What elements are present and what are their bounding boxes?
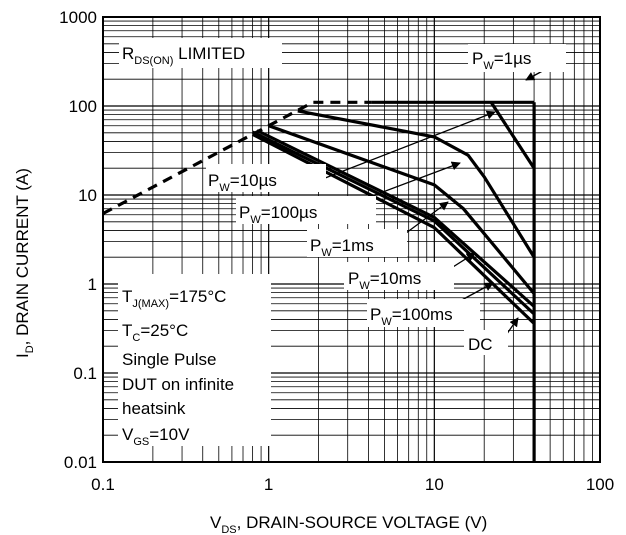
series-label-100ms: PW=100ms	[370, 305, 453, 328]
series-line	[256, 129, 536, 308]
series-label-10us: PW=10µs	[208, 171, 277, 194]
tick-labels: 0.1 1 10 100 1000 100 10 1 0.1 0.01	[59, 8, 614, 494]
arrow-1ms	[401, 201, 449, 237]
axis-labels: VDS, DRAIN-SOURCE VOLTAGE (V) ID, DRAIN C…	[13, 168, 487, 535]
y-tick-label: 1000	[59, 8, 97, 27]
x-axis-label: VDS, DRAIN-SOURCE VOLTAGE (V)	[210, 513, 487, 535]
series-line	[268, 124, 536, 295]
annotation-line: DUT on infinite	[122, 375, 234, 394]
y-tick-label: 100	[69, 97, 97, 116]
series-label-1ms: PW=1ms	[310, 236, 374, 259]
x-tick-label: 10	[425, 475, 444, 494]
label-bg	[464, 330, 508, 355]
series-line	[251, 132, 536, 325]
series-label-dc: DC	[468, 335, 493, 354]
annotation-line: TC=25°C	[122, 321, 188, 344]
annotation-line: VGS=10V	[122, 425, 190, 448]
arrow-10us	[319, 110, 496, 181]
rds-limit-line	[102, 100, 372, 215]
curve-labels: RDS(ON) LIMITED PW=1µs PW=10µs PW=100µs PW=1…	[118, 38, 566, 448]
x-tick-label: 0.1	[91, 475, 115, 494]
label-bg	[468, 44, 566, 72]
annotation-line: Single Pulse	[122, 350, 217, 369]
rds-limit-label: RDS(ON) LIMITED	[122, 44, 245, 67]
annotation-line: heatsink	[122, 399, 186, 418]
y-tick-label: 10	[78, 186, 97, 205]
rds-label-bg	[119, 38, 282, 68]
x-tick-label: 1	[264, 475, 273, 494]
label-bg	[367, 299, 480, 327]
y-tick-label: 0.1	[73, 364, 97, 383]
series-line	[297, 109, 536, 259]
plot-frame	[102, 16, 601, 463]
y-tick-label: 1	[88, 275, 97, 294]
series-label-100us: PW=100µs	[239, 203, 317, 226]
y-tick-label: 0.01	[64, 453, 97, 472]
x-tick-label: 100	[586, 475, 614, 494]
series-line	[489, 101, 536, 170]
arrow-100ms	[459, 282, 494, 302]
series-label-10ms: PW=10ms	[348, 269, 421, 292]
label-bg	[206, 164, 326, 192]
series-line	[251, 130, 536, 316]
curves	[102, 100, 536, 462]
label-bg	[307, 229, 407, 257]
series-label-1us: PW=1µs	[472, 49, 531, 72]
y-axis-label: ID, DRAIN CURRENT (A)	[13, 168, 36, 358]
label-bg	[344, 262, 454, 290]
annotation-bg	[118, 274, 271, 446]
label-bg	[236, 196, 376, 224]
annotation-line: TJ(MAX)=175°C	[122, 287, 226, 310]
